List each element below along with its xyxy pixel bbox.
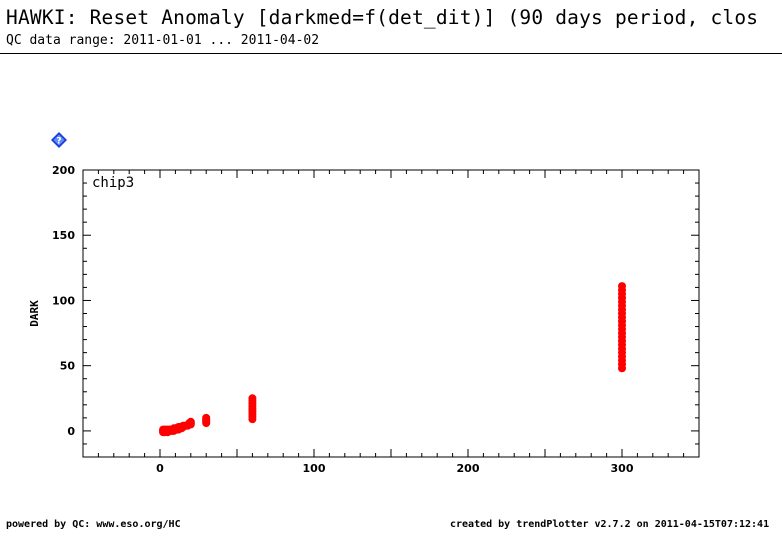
y-tick-label: 200: [52, 164, 75, 177]
y-tick-label: 100: [52, 294, 75, 307]
data-points: [159, 282, 626, 437]
data-point: [618, 282, 626, 291]
page-title: HAWKI: Reset Anomaly [darkmed=f(det_dit)…: [6, 6, 759, 29]
x-tick-label: 100: [303, 462, 326, 475]
y-tick-label: 0: [67, 425, 75, 438]
y-tick-label: 150: [52, 229, 75, 242]
x-tick-label: 0: [156, 462, 164, 475]
y-axis-label: DARK: [28, 300, 41, 327]
panel-label: chip3: [92, 175, 134, 191]
axis-tick-labels: 0 100 200 300 0 50 100 150 200: [52, 164, 634, 475]
footer-created-by: created by trendPlotter v2.7.2 on 2011-0…: [450, 519, 770, 530]
plot-frame: [82, 169, 700, 458]
y-tick-label: 50: [60, 360, 76, 373]
x-tick-label: 300: [611, 462, 634, 475]
data-point: [186, 417, 195, 426]
x-tick-label: 200: [457, 462, 480, 475]
header-divider: [0, 53, 782, 54]
svg-text:?: ?: [56, 137, 61, 147]
help-icon[interactable]: ?: [51, 132, 67, 148]
data-range-subtitle: QC data range: 2011-01-01 ... 2011-04-02: [6, 33, 320, 48]
footer-powered-by: powered by QC: www.eso.org/HC: [6, 519, 181, 530]
data-point: [248, 394, 257, 403]
data-point: [202, 413, 211, 422]
axis-ticks: [82, 169, 700, 458]
